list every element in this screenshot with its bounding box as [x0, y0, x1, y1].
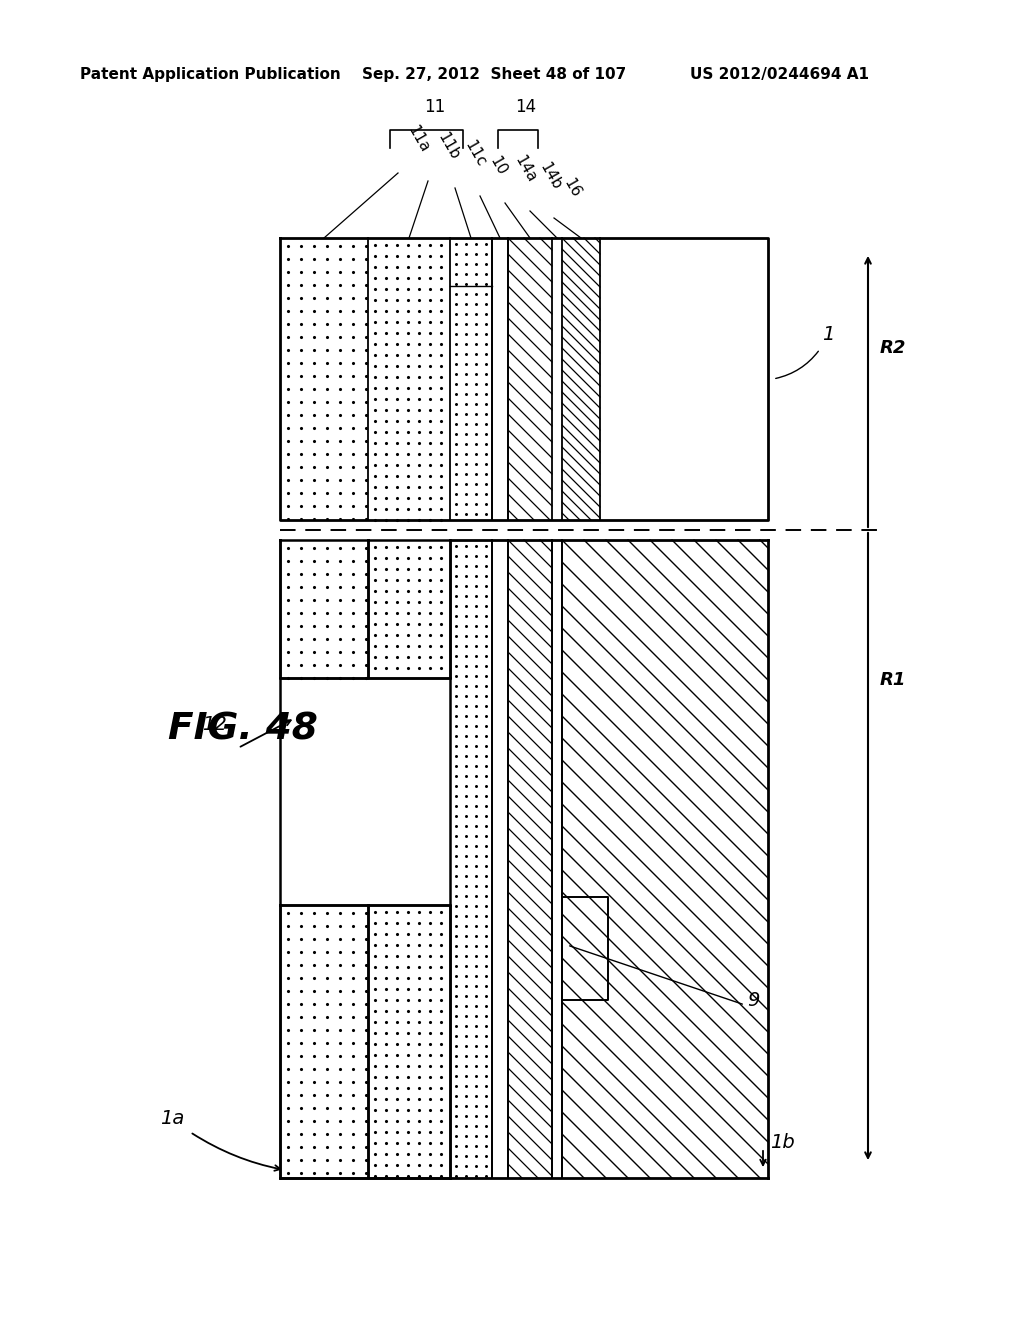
Text: 11a: 11a [406, 123, 432, 154]
Text: Sep. 27, 2012  Sheet 48 of 107: Sep. 27, 2012 Sheet 48 of 107 [362, 67, 627, 82]
Text: 1b: 1b [770, 1133, 795, 1151]
Text: 10: 10 [487, 154, 510, 178]
Text: FIG. 48: FIG. 48 [168, 711, 317, 748]
Text: R2: R2 [880, 339, 906, 356]
Text: 11: 11 [424, 98, 445, 116]
Text: 9: 9 [746, 990, 760, 1010]
Text: 14: 14 [515, 98, 537, 116]
Text: 12: 12 [202, 715, 226, 734]
Text: 14b: 14b [537, 161, 564, 193]
Text: 1: 1 [822, 325, 835, 343]
Text: US 2012/0244694 A1: US 2012/0244694 A1 [690, 67, 869, 82]
Text: 1a: 1a [160, 1109, 184, 1127]
Text: Patent Application Publication: Patent Application Publication [80, 67, 341, 82]
Text: R1: R1 [880, 671, 906, 689]
Text: 16: 16 [561, 176, 584, 201]
Text: 11b: 11b [435, 131, 463, 162]
Text: 14a: 14a [512, 153, 540, 185]
Text: 11c: 11c [462, 139, 488, 170]
